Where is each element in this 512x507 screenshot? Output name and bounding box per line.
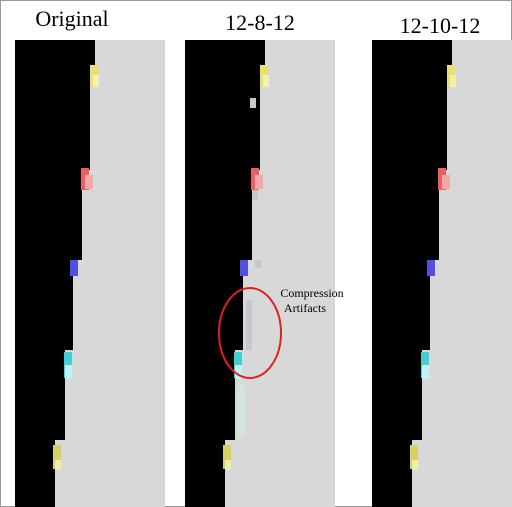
panel-title: 12-8-12 — [225, 10, 295, 35]
panel-title: 12-10-12 — [400, 13, 481, 38]
annotation: Artifacts — [284, 301, 326, 315]
figure: Original 12-8-12 12-10-12 Compression Ar… — [0, 0, 512, 507]
image-original — [15, 40, 165, 507]
annotation: Compression — [280, 286, 343, 300]
image-12-8-12 — [185, 40, 335, 507]
panel-title: Original — [35, 6, 108, 31]
image-12-10-12 — [372, 40, 512, 507]
